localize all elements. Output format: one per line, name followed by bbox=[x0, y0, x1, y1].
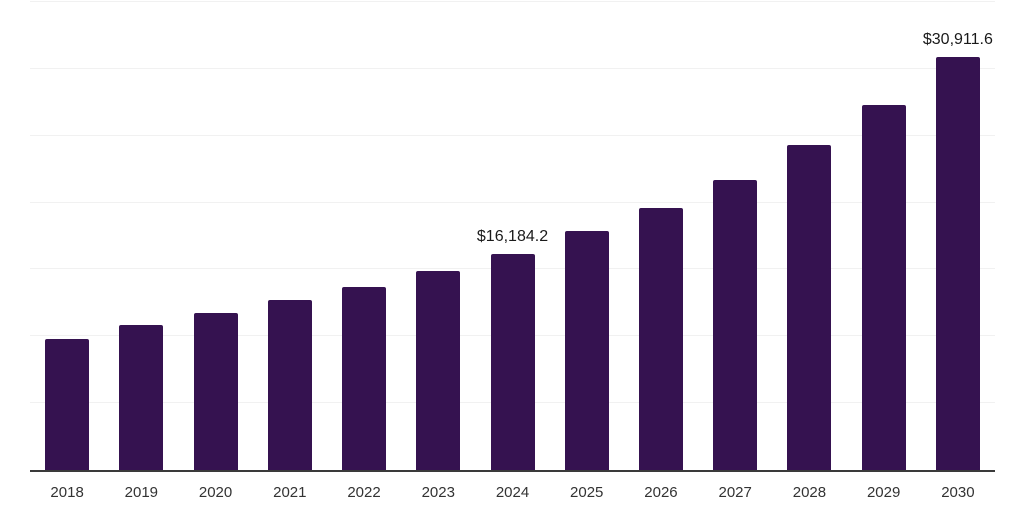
x-tick-label-2020: 2020 bbox=[198, 484, 233, 501]
x-tick-label-2028: 2028 bbox=[792, 484, 827, 501]
x-tick-label-2018: 2018 bbox=[50, 484, 84, 501]
plot-area: $16,184.2 $30,911.6 bbox=[30, 1, 995, 472]
bar-2028 bbox=[787, 144, 832, 470]
bar-2021 bbox=[267, 299, 312, 470]
bar-2025 bbox=[564, 231, 609, 470]
bar-2019 bbox=[119, 324, 164, 470]
gridline bbox=[30, 1, 995, 2]
value-label-2030: $30,911.6 bbox=[922, 30, 993, 48]
x-tick-label-2030: 2030 bbox=[941, 484, 975, 501]
bar-2023 bbox=[416, 270, 461, 470]
gridline bbox=[30, 67, 995, 69]
bar-2024 bbox=[490, 253, 535, 470]
bar-2026 bbox=[638, 207, 683, 470]
x-tick-label-2025: 2025 bbox=[570, 484, 604, 501]
x-tick-label-2021: 2021 bbox=[273, 484, 307, 501]
gridline bbox=[30, 201, 995, 203]
x-tick-label-2022: 2022 bbox=[347, 484, 381, 501]
x-tick-label-2023: 2023 bbox=[421, 484, 455, 501]
x-tick-label-2024: 2024 bbox=[495, 484, 530, 501]
bar-2030 bbox=[935, 56, 980, 470]
bar-2018 bbox=[45, 338, 90, 470]
x-tick-label-2019: 2019 bbox=[124, 484, 159, 501]
bar-2029 bbox=[861, 104, 906, 470]
x-tick-label-2029: 2029 bbox=[866, 484, 901, 501]
gridline bbox=[30, 134, 995, 136]
bar-2022 bbox=[342, 286, 387, 470]
value-label-2024: $16,184.2 bbox=[476, 227, 549, 245]
x-axis-line bbox=[30, 470, 995, 472]
x-tick-label-2027: 2027 bbox=[718, 484, 752, 501]
bar-2020 bbox=[193, 312, 238, 470]
bar-2027 bbox=[713, 179, 758, 470]
x-tick-label-2026: 2026 bbox=[644, 484, 678, 501]
